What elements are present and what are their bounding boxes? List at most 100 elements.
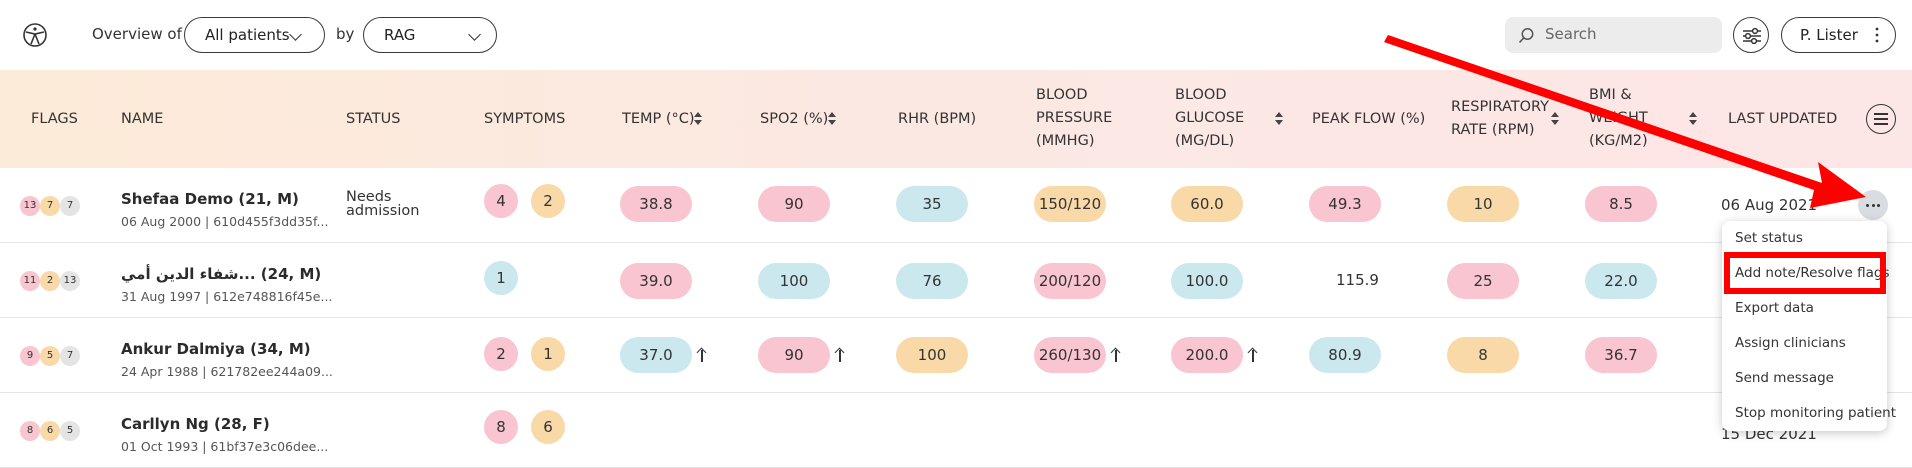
menu-item-set-status[interactable]: Set status	[1735, 230, 1803, 246]
column-menu-button[interactable]	[1866, 104, 1896, 134]
sliders-icon	[1743, 27, 1761, 45]
patients-select-value: All patients	[205, 26, 290, 44]
menu-item-export-data[interactable]: Export data	[1735, 300, 1814, 316]
patients-select[interactable]: All patients	[184, 17, 325, 53]
patient-name[interactable]: Shefaa Demo (21, M)	[121, 190, 299, 208]
sort-icon[interactable]	[1551, 112, 1559, 126]
peak-flow-value: 115.9	[1336, 271, 1379, 289]
sort-icon[interactable]	[1689, 112, 1697, 126]
col-bp-line1: BLOOD	[1036, 87, 1088, 103]
bp-value: 260/130	[1034, 337, 1106, 373]
rhr-value: 76	[896, 263, 968, 299]
bg-value: 60.0	[1171, 186, 1243, 222]
row-actions-button[interactable]	[1858, 190, 1888, 220]
filter-settings-button[interactable]	[1733, 17, 1769, 53]
col-bmi-weight[interactable]: BMI & WEIGHT (KG/M2)	[1589, 84, 1648, 153]
bg-value: 100.0	[1171, 263, 1243, 299]
table-row[interactable]: 9 5 7 Ankur Dalmiya (34, M) 24 Apr 1988 …	[0, 318, 1912, 393]
temp-value: 38.8	[620, 186, 692, 222]
menu-item-send-message[interactable]: Send message	[1735, 370, 1834, 386]
bmi-value: 36.7	[1585, 337, 1657, 373]
view-select[interactable]: RAG	[363, 17, 497, 53]
last-updated: 06 Aug 2021	[1721, 196, 1818, 214]
bmi-value: 8.5	[1585, 186, 1657, 222]
table-row[interactable]: 8 6 5 Carllyn Ng (28, F) 01 Oct 1993 | 6…	[0, 393, 1912, 468]
rhr-value: 35	[896, 186, 968, 222]
amber-flag-count: 5	[40, 346, 60, 366]
menu-item-add-note-resolve-flags[interactable]: Add note/Resolve flags	[1735, 265, 1890, 281]
rr-value: 25	[1447, 263, 1519, 299]
spo2-value: 100	[758, 263, 830, 299]
app-logo-icon[interactable]	[22, 22, 48, 48]
col-blood-glucose[interactable]: BLOOD GLUCOSE (MG/DL)	[1175, 84, 1244, 153]
col-status[interactable]: STATUS	[346, 111, 401, 127]
col-rhr[interactable]: RHR (BPM)	[898, 111, 977, 127]
search-input[interactable]: Search	[1505, 17, 1722, 53]
amber-flag-count: 6	[40, 421, 60, 441]
col-respiratory-rate[interactable]: RESPIRATORY RATE (RPM)	[1451, 96, 1549, 142]
col-flags[interactable]: FLAGS	[31, 111, 78, 127]
patient-name[interactable]: شفاء الدين أمي... (24, M)	[121, 265, 322, 283]
col-symptoms[interactable]: SYMPTOMS	[484, 111, 566, 127]
search-placeholder: Search	[1545, 25, 1597, 43]
sort-icon[interactable]	[828, 112, 836, 126]
symptom-count-red: 4	[484, 184, 518, 218]
patient-details: 24 Apr 1988 | 621782ee244a09...	[121, 364, 333, 379]
col-blood-pressure[interactable]: BLOOD PRESSURE (MMHG)	[1036, 84, 1112, 153]
col-bp-line3: (MMHG)	[1036, 133, 1095, 149]
red-flag-count: 8	[20, 421, 40, 441]
view-select-value: RAG	[384, 26, 416, 44]
col-peak-flow[interactable]: PEAK FLOW (%)	[1312, 111, 1426, 127]
col-name[interactable]: NAME	[121, 111, 164, 127]
top-bar: Overview of All patients by RAG Search	[0, 0, 1912, 70]
peak-flow-value: 80.9	[1309, 337, 1381, 373]
grey-flag-count: 5	[60, 421, 80, 441]
col-bp-line2: PRESSURE	[1036, 110, 1113, 126]
symptom-count-blue: 1	[484, 261, 518, 295]
menu-item-assign-clinicians[interactable]: Assign clinicians	[1735, 335, 1846, 351]
sort-icon[interactable]	[1275, 112, 1283, 126]
by-label: by	[336, 25, 355, 43]
spo2-value: 90	[758, 337, 830, 373]
table-header: FLAGS NAME STATUS SYMPTOMS TEMP (°C) SPO…	[0, 70, 1912, 168]
patient-details: 06 Aug 2000 | 610d455f3dd35f...	[121, 214, 329, 229]
patient-name[interactable]: Ankur Dalmiya (34, M)	[121, 340, 311, 358]
grey-flag-count: 13	[60, 271, 80, 291]
rhr-value: 100	[896, 337, 968, 373]
arrow-up-icon	[696, 347, 708, 363]
patient-details: 01 Oct 1993 | 61bf37e3c06dee...	[121, 439, 329, 454]
patient-name[interactable]: Carllyn Ng (28, F)	[121, 415, 270, 433]
table-row[interactable]: 13 7 7 Shefaa Demo (21, M) 06 Aug 2000 |…	[0, 168, 1912, 243]
symptom-count-amber: 1	[531, 337, 565, 371]
chevron-down-icon	[289, 28, 302, 41]
arrow-up-icon	[834, 347, 846, 363]
symptom-count-amber: 6	[531, 410, 565, 444]
arrow-up-icon	[1247, 347, 1259, 363]
status-line2: admission	[346, 203, 420, 219]
col-bg-line3: (MG/DL)	[1175, 133, 1235, 149]
sort-icon[interactable]	[694, 112, 702, 126]
col-last-updated[interactable]: LAST UPDATED	[1728, 111, 1838, 127]
symptom-count-amber: 2	[531, 184, 565, 218]
menu-item-stop-monitoring[interactable]: Stop monitoring patient	[1735, 405, 1897, 421]
col-bmi-line2: WEIGHT	[1589, 110, 1648, 126]
arrow-up-icon	[1110, 347, 1122, 363]
patient-status: Needs admission	[346, 190, 420, 219]
table-row[interactable]: 11 2 13 شفاء الدين أمي... (24, M) 31 Aug…	[0, 243, 1912, 318]
col-bg-line2: GLUCOSE	[1175, 110, 1245, 126]
amber-flag-count: 7	[40, 196, 60, 216]
col-spo2[interactable]: SPO2 (%)	[760, 111, 829, 127]
bmi-value: 22.0	[1585, 263, 1657, 299]
user-menu-button[interactable]: P. Lister	[1781, 17, 1896, 53]
kebab-icon	[1875, 27, 1879, 43]
col-bg-line1: BLOOD	[1175, 87, 1227, 103]
col-temp[interactable]: TEMP (°C)	[622, 111, 695, 127]
rr-value: 8	[1447, 337, 1519, 373]
col-bmi-line3: (KG/M2)	[1589, 133, 1648, 149]
red-flag-count: 11	[20, 271, 40, 291]
rr-value: 10	[1447, 186, 1519, 222]
red-flag-count: 13	[20, 196, 40, 216]
temp-value: 39.0	[620, 263, 692, 299]
symptom-count-red: 2	[484, 337, 518, 371]
